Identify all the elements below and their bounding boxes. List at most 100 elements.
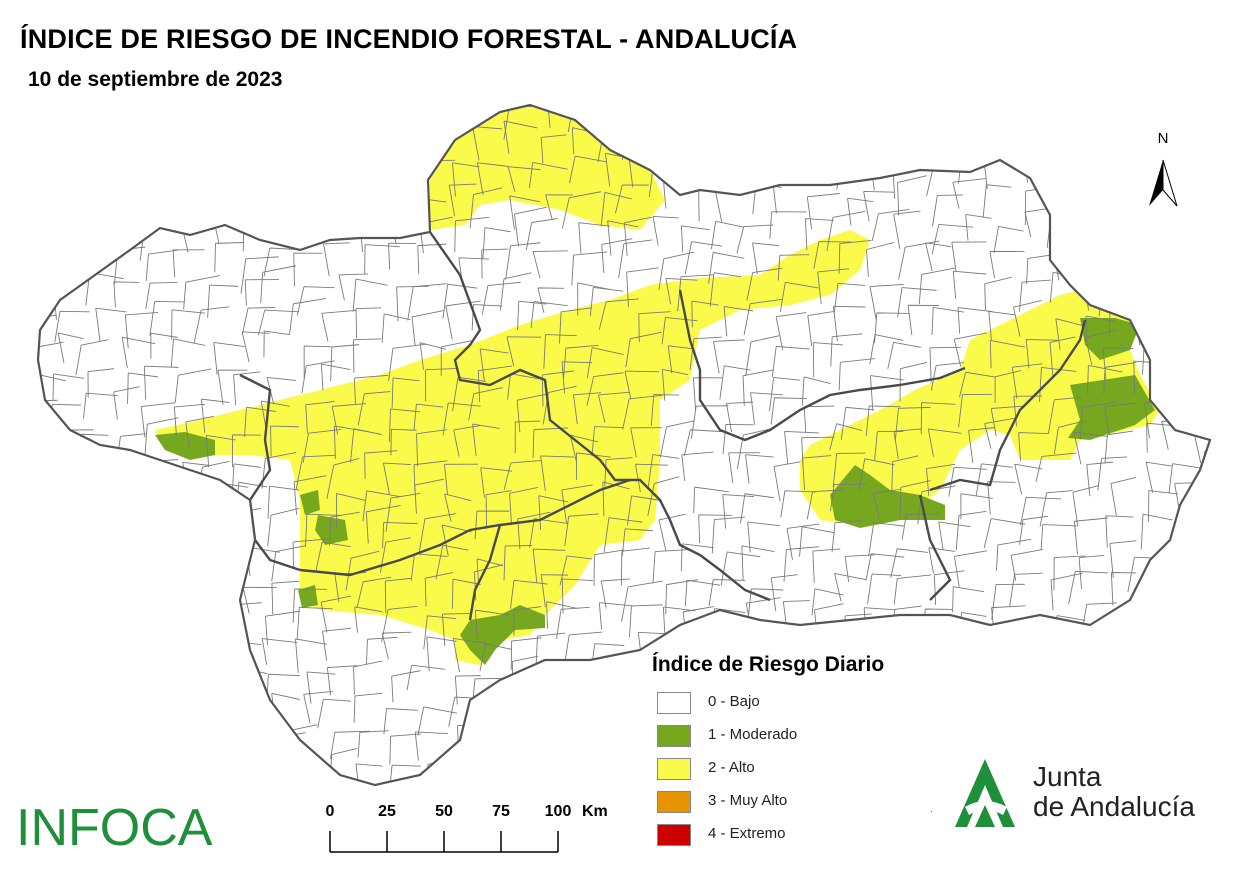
municipal-border <box>507 729 542 760</box>
municipal-border <box>808 105 840 128</box>
municipal-border <box>231 107 260 136</box>
municipal-border <box>719 365 751 400</box>
municipal-border <box>173 403 206 436</box>
municipal-border <box>87 486 118 525</box>
municipal-border <box>514 420 541 454</box>
legend-swatch <box>657 758 691 780</box>
municipal-border <box>1016 639 1053 669</box>
municipal-border <box>1171 521 1207 549</box>
municipal-border <box>736 428 771 470</box>
municipal-border <box>571 251 608 286</box>
municipal-border <box>474 609 510 642</box>
scale-tick-label: 100 <box>544 803 572 820</box>
municipal-border <box>622 395 663 430</box>
municipal-border <box>736 224 774 254</box>
municipal-border <box>589 287 624 316</box>
municipal-border <box>830 333 863 367</box>
legend-title: Índice de Riesgo Diario <box>652 653 885 676</box>
legend-item-bajo: 0 - Bajo <box>652 689 884 722</box>
municipal-border <box>477 365 513 402</box>
municipal-border <box>1206 586 1210 621</box>
municipal-border <box>626 267 659 307</box>
municipal-border <box>261 452 297 489</box>
municipal-border <box>92 105 123 119</box>
municipal-border <box>561 578 593 614</box>
municipal-border <box>626 789 654 826</box>
municipal-border <box>441 612 472 646</box>
municipal-border <box>1139 658 1171 699</box>
municipal-border <box>1204 296 1210 333</box>
municipal-border <box>1111 184 1146 212</box>
municipal-border <box>980 708 1017 737</box>
municipal-border <box>38 435 64 471</box>
municipal-border <box>564 513 599 547</box>
municipal-border <box>1170 574 1197 605</box>
municipal-border <box>113 480 140 510</box>
municipal-border <box>817 268 849 305</box>
municipal-border <box>1040 524 1077 550</box>
municipal-border <box>295 183 326 211</box>
municipal-border <box>517 300 547 331</box>
municipal-border <box>561 361 593 394</box>
municipal-border <box>661 369 689 401</box>
municipal-border <box>476 162 509 196</box>
municipal-border <box>745 335 780 377</box>
municipal-border <box>423 615 457 650</box>
municipal-border <box>1193 274 1210 302</box>
municipal-border <box>410 553 448 581</box>
municipal-border <box>388 242 417 270</box>
municipal-border <box>411 310 444 346</box>
municipal-border <box>204 639 240 675</box>
municipal-border <box>240 256 279 294</box>
municipal-border <box>450 766 482 785</box>
municipal-border <box>1070 694 1109 735</box>
municipal-border <box>78 544 116 585</box>
municipal-border <box>1176 550 1203 578</box>
municipal-border <box>241 307 276 335</box>
municipal-border <box>1055 318 1082 350</box>
municipal-border <box>452 162 480 197</box>
municipal-border <box>241 331 270 363</box>
municipal-border <box>292 538 327 568</box>
municipal-border <box>1081 723 1115 757</box>
municipal-border <box>1104 402 1137 435</box>
municipal-border <box>838 358 875 391</box>
municipal-border <box>834 573 867 602</box>
municipal-border <box>323 242 350 277</box>
municipal-border <box>65 665 101 696</box>
municipal-border <box>151 727 179 759</box>
municipal-border <box>920 402 956 435</box>
municipal-border <box>1195 335 1210 371</box>
municipal-border <box>425 368 456 402</box>
municipal-border <box>315 541 351 571</box>
municipal-border <box>353 692 383 723</box>
municipal-border <box>1169 631 1204 662</box>
municipal-border <box>303 691 333 724</box>
municipal-border <box>38 668 59 703</box>
municipal-border <box>1079 401 1117 440</box>
municipal-border <box>482 227 511 259</box>
municipal-border <box>1020 105 1051 120</box>
municipal-border <box>95 307 127 342</box>
municipal-border <box>358 105 387 126</box>
municipal-border <box>185 415 214 449</box>
municipal-border <box>1145 461 1173 493</box>
municipal-border <box>355 763 383 785</box>
municipal-border <box>874 431 904 460</box>
municipal-border <box>924 631 956 671</box>
municipal-border <box>52 373 85 400</box>
municipal-border <box>329 511 360 546</box>
municipal-border <box>1047 396 1082 434</box>
municipal-border <box>1039 490 1073 527</box>
municipal-border <box>621 580 663 622</box>
municipal-border <box>167 630 203 663</box>
municipal-border <box>894 406 931 441</box>
municipal-border <box>92 664 128 698</box>
municipal-border <box>770 574 798 612</box>
municipal-border <box>355 307 382 339</box>
municipal-border <box>479 348 509 381</box>
municipal-border <box>561 191 601 229</box>
municipal-border <box>918 267 956 305</box>
municipal-border <box>586 372 624 406</box>
municipal-border <box>395 167 426 195</box>
